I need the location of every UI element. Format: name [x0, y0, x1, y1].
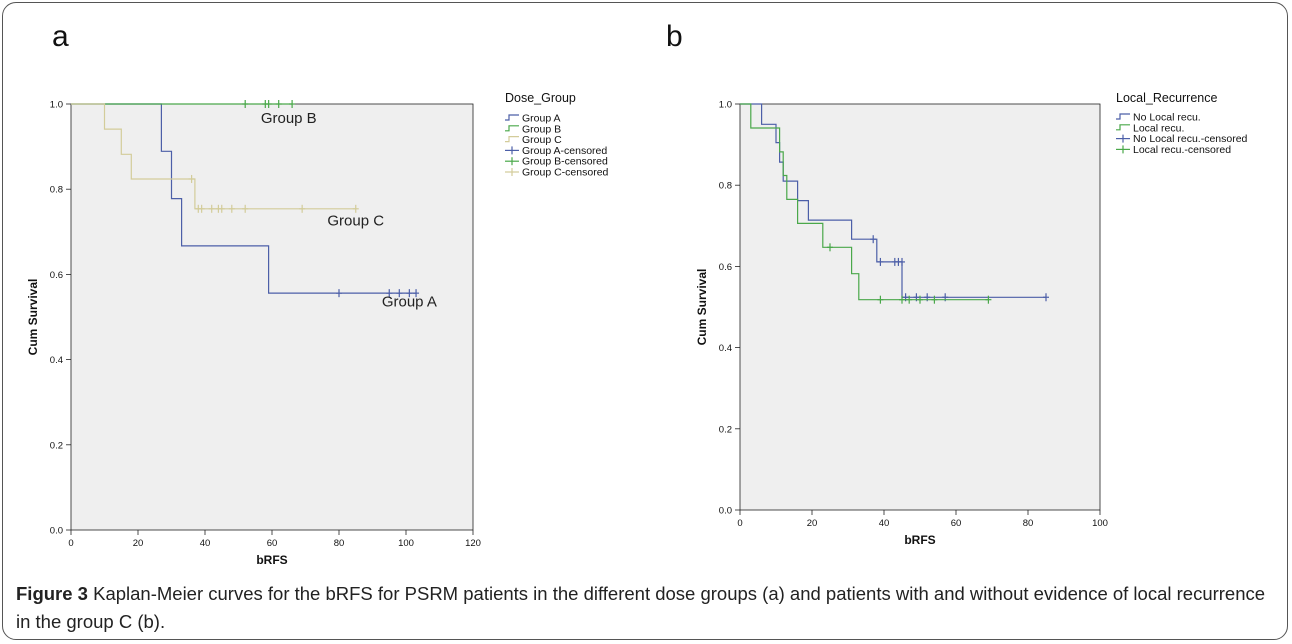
legend-title-b: Local_Recurrence [1116, 91, 1217, 105]
x-tick-label-b: 100 [1092, 518, 1108, 529]
x-tick-label-a: 0 [68, 538, 73, 549]
curve-annotation-a: Group C [327, 212, 384, 229]
x-tick-label-a: 120 [465, 538, 481, 549]
x-tick-label-b: 80 [1023, 518, 1034, 529]
x-tick-label-a: 60 [267, 538, 278, 549]
panel-a-letter: a [52, 20, 69, 53]
plot-area-b [739, 103, 1101, 511]
plot-area-a [70, 103, 474, 531]
x-tick-label-a: 40 [200, 538, 211, 549]
legend-swatch-a [505, 114, 519, 121]
legend-entry-a: Group B-censored [522, 156, 608, 168]
series-line-b [740, 103, 989, 301]
chart-a: 0.0 0.2 0.4 0.6 0.8 1.0 0 20 40 60 80 100 120 bRFS Cum… [26, 91, 609, 567]
x-axis-label-b: bRFS [904, 533, 935, 547]
x-tick-label-a: 80 [334, 538, 345, 549]
legend-entry-b: Local recu. [1133, 122, 1184, 134]
curve-annotation-a: Group B [261, 110, 317, 127]
legend-swatch-a [505, 125, 519, 132]
legend-entry-a: Group C [522, 134, 562, 146]
legend-entry-a: Group B [522, 123, 561, 135]
caption-text: Kaplan-Meier curves for the bRFS for PSR… [16, 583, 1266, 632]
series-line-b [740, 103, 1046, 298]
legend-entry-b: No Local recu.-censored [1133, 133, 1248, 145]
chart-b: 0.0 0.2 0.4 0.6 0.8 1.0 0 20 40 60 80 100 bRFS Cum Su… [695, 91, 1248, 547]
panel-b-letter: b [666, 20, 683, 53]
legend-entry-b: No Local recu. [1133, 112, 1201, 124]
x-tick-label-b: 0 [737, 518, 742, 529]
caption-label: Figure 3 [16, 583, 88, 604]
x-tick-label-a: 100 [398, 538, 414, 549]
y-axis-label-a: Cum Survival [26, 279, 40, 356]
x-tick-label-b: 40 [879, 518, 890, 529]
legend-entry-a: Group C-censored [522, 167, 609, 179]
x-axis-label-a: bRFS [256, 553, 287, 567]
series-line-a [71, 103, 356, 210]
y-tick-label-a: 1.0 [50, 100, 63, 111]
y-tick-label-b: 0.4 [719, 343, 732, 354]
y-tick-label-b: 0.8 [719, 181, 732, 192]
y-tick-label-a: 0.4 [50, 355, 63, 366]
y-tick-label-a: 0.2 [50, 440, 63, 451]
y-tick-label-b: 1.0 [719, 100, 732, 111]
x-tick-label-a: 20 [133, 538, 144, 549]
x-tick-label-b: 60 [951, 518, 962, 529]
figure-charts: 0.0 0.2 0.4 0.6 0.8 1.0 0 20 40 60 80 100 120 bRFS Cum… [26, 91, 1248, 567]
y-tick-label-a: 0.0 [50, 526, 63, 537]
y-tick-label-a: 0.8 [50, 185, 63, 196]
y-axis-label-b: Cum Survival [695, 269, 709, 346]
y-tick-label-b: 0.2 [719, 424, 732, 435]
figure-caption: Figure 3 Kaplan-Meier curves for the bRF… [16, 580, 1276, 636]
legend-entry-a: Group A [522, 113, 561, 125]
series-line-a [71, 103, 416, 294]
legend-swatch-b [1116, 124, 1130, 131]
legend-entry-b: Local recu.-censored [1133, 144, 1231, 156]
curve-annotation-a: Group A [382, 293, 437, 310]
legend-title-a: Dose_Group [505, 91, 576, 105]
y-tick-label-b: 0.0 [719, 506, 732, 517]
y-tick-label-b: 0.6 [719, 262, 732, 273]
legend-swatch-b [1116, 113, 1130, 120]
legend-swatch-a [505, 136, 519, 143]
legend-entry-a: Group A-censored [522, 145, 607, 157]
x-tick-label-b: 20 [807, 518, 818, 529]
y-tick-label-a: 0.6 [50, 270, 63, 281]
